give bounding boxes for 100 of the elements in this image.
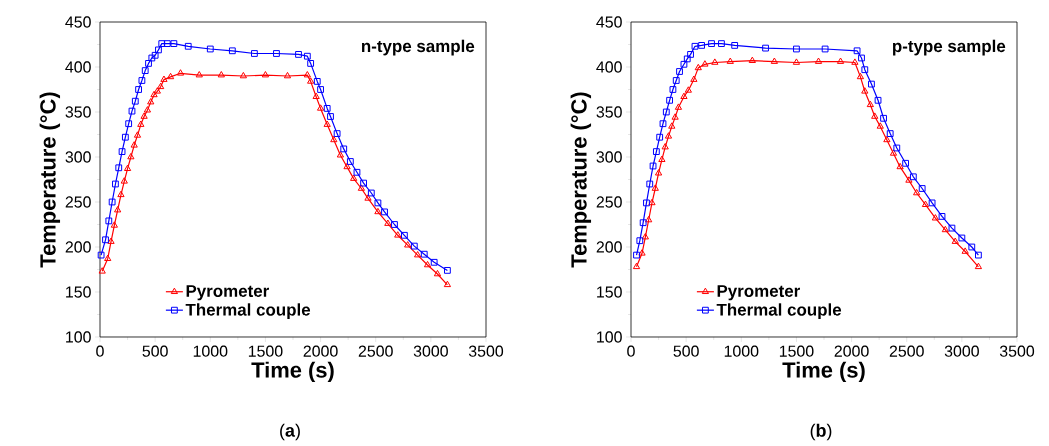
point (974, 262, 983, 270)
y-axis-title: Temperature (°C) (39, 92, 61, 268)
point (102, 236, 109, 244)
point (694, 63, 702, 71)
point (137, 120, 145, 127)
point (414, 251, 422, 258)
point (814, 57, 823, 64)
y-tick-label: 450 (596, 16, 622, 28)
point (166, 72, 175, 80)
point (918, 185, 926, 192)
y-tick-label: 400 (596, 61, 622, 73)
point (444, 267, 451, 274)
point (666, 96, 674, 104)
point (645, 215, 653, 223)
x-tick-label: 2500 (889, 345, 924, 357)
point (641, 233, 649, 240)
point (217, 71, 225, 78)
point (133, 131, 142, 138)
point (674, 103, 683, 110)
point (360, 179, 367, 187)
point (975, 251, 982, 259)
point (105, 217, 113, 225)
point (367, 189, 375, 197)
point (718, 40, 725, 47)
y-tick-label: 150 (66, 286, 91, 298)
point (374, 199, 382, 207)
x-tick-label: 1000 (193, 345, 228, 357)
y-tick-label: 150 (597, 286, 622, 298)
point (147, 98, 155, 105)
point (896, 162, 904, 170)
point (861, 87, 869, 94)
point (654, 169, 663, 176)
point (690, 75, 698, 82)
point (680, 92, 688, 99)
point (821, 45, 829, 53)
point (748, 56, 756, 63)
point (792, 58, 801, 65)
x-tick-label: 0 (627, 345, 635, 357)
point (391, 221, 398, 228)
x-tick-label: 2000 (834, 345, 869, 357)
x-tick-label: 3000 (413, 345, 448, 357)
point (661, 143, 669, 150)
point (353, 168, 361, 176)
y-tick-label: 300 (596, 151, 622, 163)
point (856, 72, 865, 80)
point (658, 155, 666, 162)
y-tick-label: 200 (65, 241, 91, 253)
point (340, 145, 348, 153)
point (941, 225, 949, 233)
point (206, 45, 214, 53)
point (420, 250, 428, 258)
y-tick-label: 250 (596, 196, 622, 208)
point (643, 199, 650, 207)
point (770, 57, 778, 64)
point (668, 122, 676, 129)
point (112, 180, 119, 188)
x-tick-label: 3000 (944, 345, 979, 357)
point (114, 206, 122, 213)
point (150, 90, 158, 98)
y-tick-label: 400 (65, 61, 91, 73)
point (350, 174, 358, 181)
point (158, 40, 166, 47)
point (410, 242, 418, 250)
point (118, 148, 126, 155)
point (659, 120, 667, 128)
point (357, 184, 365, 191)
x-tick-label: 1500 (779, 345, 814, 357)
x-tick-label: 1500 (248, 345, 283, 357)
point (672, 77, 680, 84)
y-tick-label: 300 (65, 151, 91, 163)
point (687, 51, 694, 58)
x-tick-label: 1000 (724, 345, 759, 357)
point (684, 86, 692, 93)
point (708, 40, 715, 47)
y-tick-label: 450 (65, 16, 91, 28)
x-axis-title: Time (s) (782, 361, 865, 383)
point (691, 42, 699, 50)
point (938, 213, 946, 220)
point (307, 60, 315, 67)
point (176, 69, 185, 76)
point (651, 184, 659, 191)
point (648, 198, 656, 206)
y-tick-label: 200 (596, 241, 622, 253)
point (108, 198, 116, 206)
point (639, 219, 647, 227)
point (110, 221, 118, 228)
point (698, 42, 705, 49)
point (303, 52, 311, 60)
y-tick-label: 100 (66, 331, 91, 343)
point (871, 112, 879, 119)
point (443, 280, 452, 288)
x-tick-label: 2500 (358, 345, 393, 357)
point (430, 258, 438, 266)
point (141, 67, 149, 74)
x-tick-label: 3500 (468, 345, 504, 357)
point (307, 77, 315, 84)
point (130, 141, 138, 148)
point (163, 40, 171, 47)
text: n-type sample (361, 39, 475, 56)
point (656, 133, 664, 141)
